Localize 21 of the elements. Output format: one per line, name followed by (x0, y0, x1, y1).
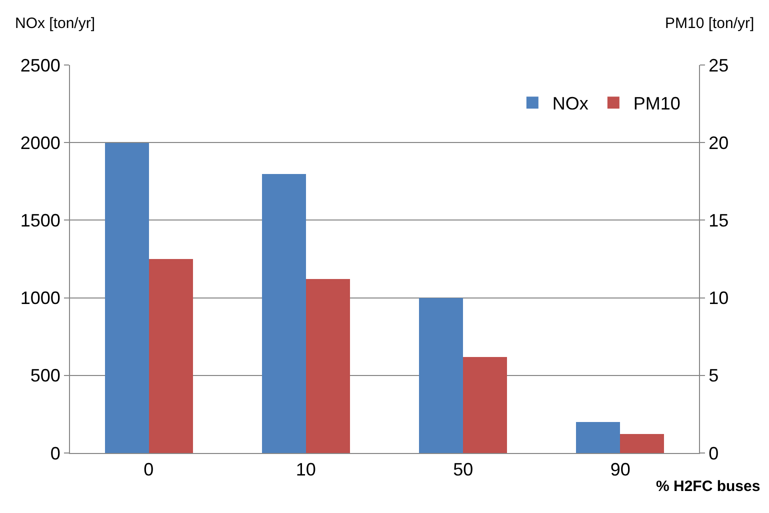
y-tick-label: 1000 (20, 288, 60, 308)
y-axis-title: NOx [ton/yr] (15, 15, 96, 32)
y2-tick-label: 15 (708, 210, 729, 230)
y2-tick-label: 0 (708, 443, 719, 464)
legend-label: NOx (552, 94, 588, 114)
y-tick-label: 0 (50, 443, 60, 464)
y2-tick-label: 5 (708, 366, 719, 386)
x-tick-label: 0 (144, 460, 154, 480)
x-tick-label: 50 (453, 460, 474, 480)
x-axis-title: % H2FC buses (656, 478, 760, 495)
y-tick-label: 2500 (20, 55, 60, 76)
y2-tick-label: 10 (708, 288, 729, 308)
legend-label: PM10 (633, 94, 680, 114)
x-tick-label: 90 (610, 460, 630, 480)
y2-tick-label: 20 (708, 132, 729, 153)
y2-tick-label: 25 (708, 55, 729, 76)
y-tick-label: 1500 (20, 210, 60, 230)
x-tick-label: 10 (296, 460, 316, 480)
y2-axis-title: PM10 [ton/yr] (665, 15, 754, 32)
y-tick-label: 500 (30, 366, 60, 386)
y-tick-label: 2000 (20, 132, 60, 153)
